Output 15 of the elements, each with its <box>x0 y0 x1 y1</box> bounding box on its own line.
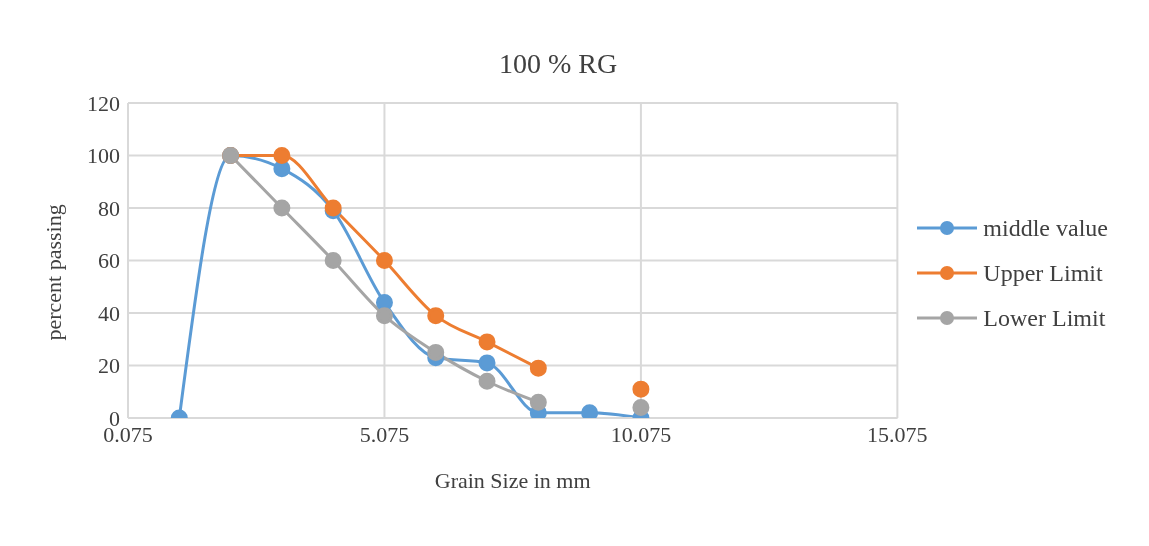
x-tick-label: 15.075 <box>867 421 928 447</box>
chart-title: 100 % RG <box>497 48 619 80</box>
x-tick-label: 10.075 <box>610 421 672 447</box>
x-tick-label: 5.075 <box>359 421 410 447</box>
y-tick-label: 60 <box>98 248 120 274</box>
y-tick-label: 100 <box>87 143 120 169</box>
y-tick-label: 40 <box>98 300 120 326</box>
y-tick-label: 80 <box>98 195 120 221</box>
y-axis-title: percent passing <box>40 204 66 341</box>
legend-label: Upper Limit <box>983 259 1103 287</box>
y-tick-label: 120 <box>87 90 120 116</box>
x-axis-title: Grain Size in mm <box>434 468 591 493</box>
y-tick-label: 20 <box>98 353 120 379</box>
legend-label: middle value <box>983 214 1108 242</box>
legend-label: Lower Limit <box>983 304 1106 332</box>
